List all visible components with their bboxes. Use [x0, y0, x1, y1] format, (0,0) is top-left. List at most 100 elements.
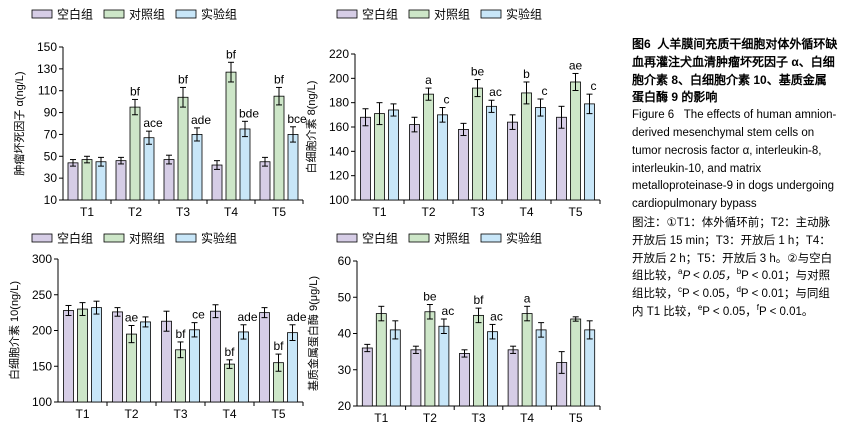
legend-swatch [103, 9, 125, 19]
y-tick-label: 160 [329, 120, 349, 134]
bar [459, 353, 470, 407]
x-tick-label: T5 [568, 205, 582, 219]
bar [63, 310, 74, 403]
note-b-text: P < 0.01；与对照组比较， [632, 270, 831, 301]
chart-panel-4: 空白组 对照组 实验组 20 30 40 50 60 基质金属蛋白酶 9(μg/L) T1 T2 be… [306, 231, 601, 425]
bar [556, 116, 567, 201]
bar [423, 93, 434, 201]
legend-swatch [175, 233, 197, 243]
bar [521, 92, 532, 201]
bar [259, 312, 270, 403]
x-tick-label: T2 [128, 205, 142, 219]
significance-label: bf [226, 47, 237, 61]
y-tick-label: 130 [37, 62, 57, 76]
significance-label: a [524, 291, 531, 305]
x-tick-label: T2 [421, 205, 435, 219]
legend-label: 空白组 [57, 231, 93, 246]
bar [535, 107, 546, 201]
legend-swatch [31, 9, 53, 19]
legend-swatch [336, 9, 358, 19]
legend-label: 实验组 [201, 7, 237, 22]
y-tick-label: 200 [32, 324, 52, 338]
bar [410, 349, 422, 407]
y-tick-label: 110 [38, 84, 57, 98]
caption-title-zh: 图6 人羊膜间充质干细胞对体外循环缺血再灌注犬血清肿瘤坏死因子 α、白细胞介素 … [632, 36, 838, 107]
bar [409, 124, 420, 201]
legend-label: 实验组 [506, 7, 542, 22]
chart-legend: 空白组 对照组 实验组 [31, 7, 237, 22]
bar [389, 329, 401, 407]
note-mark-c: c [678, 285, 682, 295]
y-tick-label: 150 [37, 40, 57, 54]
chart-legend: 空白组 对照组 实验组 [31, 231, 237, 246]
bar [472, 87, 483, 201]
legend-swatch [31, 233, 53, 243]
chart-legend: 空白组 对照组 实验组 [336, 231, 542, 246]
bar [374, 113, 385, 201]
chart-panel-2: 空白组 对照组 实验组 100 120 140 160 180 200 220 白细胞介素 8(ng… [304, 7, 601, 219]
significance-label: bce [287, 112, 307, 126]
legend-label: 对照组 [434, 232, 470, 246]
bar [388, 109, 399, 201]
significance-label: bf [273, 339, 284, 353]
y-axis-title: 肿瘤坏死因子 α(ng/L) [12, 71, 26, 175]
legend-label: 实验组 [201, 231, 237, 246]
bar [437, 114, 448, 201]
note-f-text: P < 0.01。 [758, 305, 814, 318]
legend-label: 实验组 [506, 231, 542, 246]
significance-label: bf [224, 345, 235, 359]
bar [486, 105, 497, 201]
significance-label: bf [473, 293, 484, 307]
significance-label: be [423, 290, 437, 304]
caption-title-en: Figure 6 The effects of human amnion-der… [632, 107, 838, 214]
y-tick-label: 30 [338, 363, 352, 377]
x-tick-label: T1 [374, 411, 388, 425]
caption-notes-prefix: 图注：①T1：体外循环前；T2：主动脉开放后 15 min；T3：开放后 1 h… [632, 216, 833, 283]
bar [424, 311, 436, 407]
x-tick-label: T3 [471, 411, 485, 425]
x-tick-label: T5 [271, 407, 285, 421]
significance-label: ae [569, 58, 583, 72]
y-tick-label: 70 [44, 127, 58, 141]
note-mark-b: b [736, 267, 742, 277]
bar [507, 349, 519, 407]
x-tick-label: T2 [124, 407, 138, 421]
x-tick-label: T1 [75, 407, 89, 421]
bar [163, 159, 175, 201]
note-mark-a: a [678, 267, 683, 277]
bar [177, 96, 189, 201]
note-mark-f: f [756, 303, 759, 313]
significance-label: b [523, 67, 530, 81]
y-tick-label: 10 [44, 193, 58, 207]
bar [224, 363, 235, 403]
bar [189, 329, 200, 403]
y-tick-label: 150 [32, 359, 52, 373]
chart-panel-1: 空白组 对照组 实验组 10 30 50 70 90 110 130 150 肿瘤坏死因子 α(ng/… [12, 7, 307, 220]
legend-swatch [175, 9, 197, 19]
y-axis-title: 基质金属蛋白酶 9(μg/L) [306, 276, 320, 391]
significance-label: bf [175, 327, 186, 341]
bar [238, 331, 249, 403]
note-d-text: P < 0.01；与同组内 T1 比较， [632, 288, 830, 318]
bar [570, 318, 582, 407]
bar [126, 333, 137, 403]
y-tick-label: 60 [338, 254, 352, 268]
legend-label: 空白组 [362, 231, 398, 246]
caption-title-zh-text: 人羊膜间充质干细胞对体外循环缺血再灌注犬血清肿瘤坏死因子 α、白细胞介素 8、白… [632, 37, 838, 105]
legend-swatch [408, 233, 430, 243]
legend-swatch [103, 233, 125, 243]
bar [361, 347, 373, 407]
significance-label: bf [130, 84, 141, 98]
caption-figure-label: 图6 [632, 37, 651, 51]
bar [507, 121, 518, 201]
x-tick-label: T2 [423, 411, 437, 425]
figure-caption: 图6 人羊膜间充质干细胞对体外循环缺血再灌注犬血清肿瘤坏死因子 α、白细胞介素 … [632, 36, 838, 322]
note-c-text: P < 0.05， [682, 288, 737, 301]
legend-swatch [408, 9, 430, 19]
bar [210, 310, 221, 403]
note-mark-d: d [736, 285, 741, 295]
x-tick-label: T4 [519, 205, 533, 219]
bar [67, 162, 79, 201]
significance-label: bf [178, 72, 189, 86]
